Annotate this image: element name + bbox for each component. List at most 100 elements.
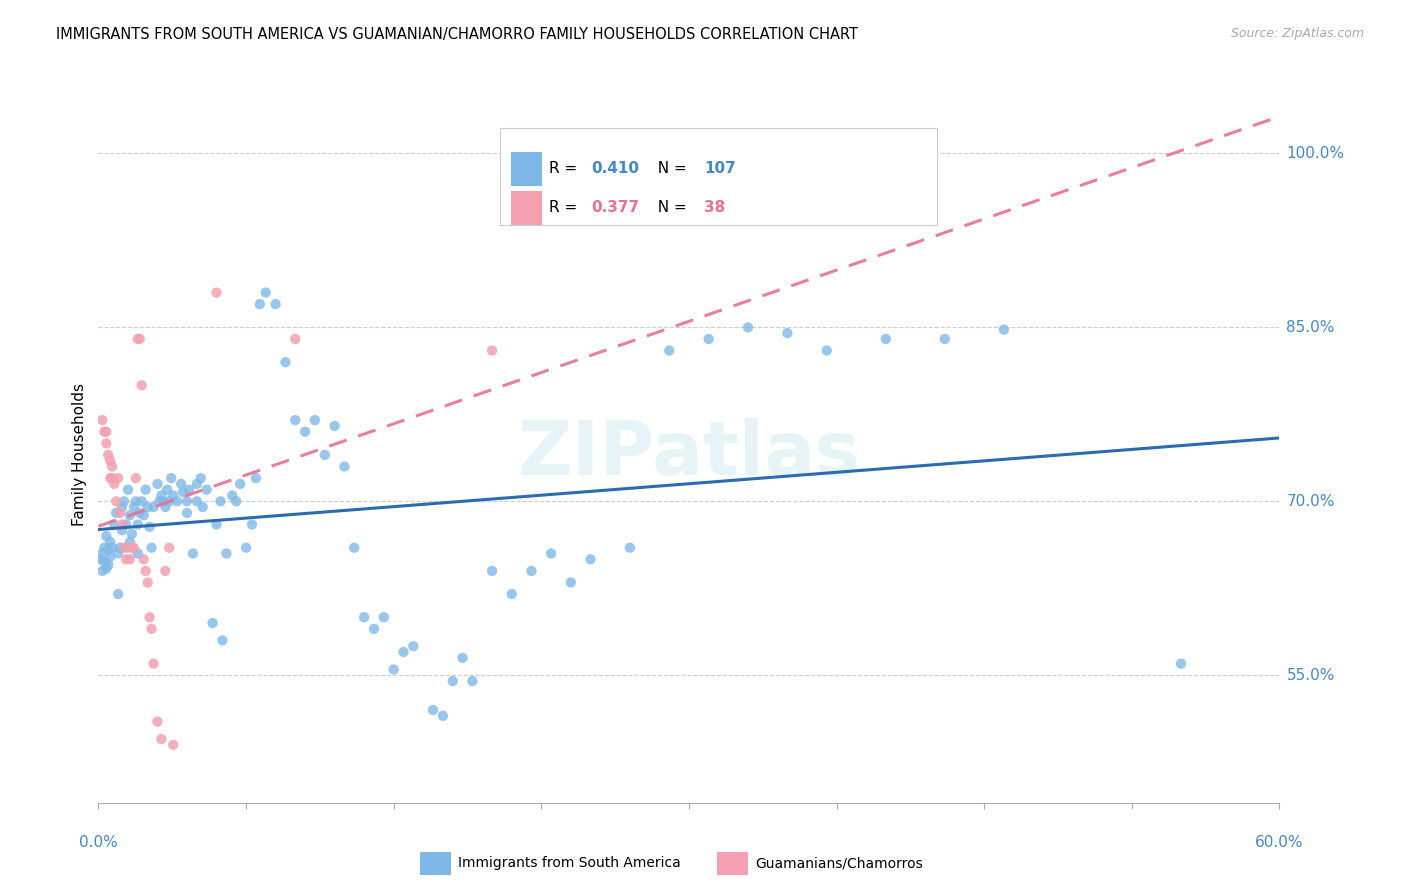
Point <box>115 517 138 532</box>
Point <box>190 471 212 485</box>
Point <box>304 413 326 427</box>
Point <box>146 714 169 729</box>
Point <box>215 546 238 560</box>
Point <box>132 552 155 566</box>
Point <box>125 494 148 508</box>
Point <box>108 541 131 555</box>
Point <box>135 564 157 578</box>
Point <box>125 471 148 485</box>
Point <box>155 500 177 514</box>
Point <box>1170 657 1192 671</box>
Point <box>103 476 125 491</box>
Point <box>115 552 138 566</box>
Point <box>343 541 366 555</box>
Point <box>176 506 198 520</box>
Point <box>141 541 163 555</box>
Point <box>107 471 129 485</box>
Text: N =: N = <box>648 161 692 177</box>
Point <box>127 332 149 346</box>
Point <box>177 483 200 497</box>
Point <box>128 506 150 520</box>
Point <box>373 610 395 624</box>
Point <box>96 436 118 450</box>
Text: 0.0%: 0.0% <box>79 836 118 850</box>
Point <box>122 541 145 555</box>
Point <box>166 494 188 508</box>
Point <box>142 500 165 514</box>
Point <box>91 564 114 578</box>
Text: 0.410: 0.410 <box>592 161 640 177</box>
Point <box>162 489 184 503</box>
Point <box>101 471 124 485</box>
Point <box>91 413 114 427</box>
Text: 55.0%: 55.0% <box>1286 668 1334 682</box>
Point <box>93 425 115 439</box>
Point <box>132 508 155 523</box>
Point <box>118 552 141 566</box>
Point <box>353 610 375 624</box>
Point <box>254 285 277 300</box>
Point <box>127 517 149 532</box>
Point <box>111 517 134 532</box>
Point <box>294 425 316 439</box>
Text: 70.0%: 70.0% <box>1286 494 1334 508</box>
Point <box>540 546 562 560</box>
Point <box>101 541 124 555</box>
Point <box>131 378 153 392</box>
Point <box>160 471 183 485</box>
Point <box>97 543 120 558</box>
Point <box>658 343 681 358</box>
Point <box>934 332 956 346</box>
Point <box>221 489 243 503</box>
Point <box>138 610 160 624</box>
Point <box>117 483 139 497</box>
Text: 107: 107 <box>704 161 735 177</box>
Point <box>142 657 165 671</box>
Text: Source: ZipAtlas.com: Source: ZipAtlas.com <box>1230 27 1364 40</box>
Point <box>155 564 177 578</box>
Point <box>240 517 263 532</box>
Point <box>815 343 838 358</box>
Point <box>186 476 208 491</box>
Point <box>152 494 174 508</box>
Point <box>520 564 543 578</box>
Point <box>205 517 228 532</box>
Point <box>993 323 1015 337</box>
Point <box>101 459 124 474</box>
Point <box>112 541 135 555</box>
Point <box>162 738 184 752</box>
Text: 0.377: 0.377 <box>592 201 640 215</box>
Point <box>481 343 503 358</box>
Point <box>191 500 214 514</box>
Point <box>157 541 180 555</box>
Text: 60.0%: 60.0% <box>1256 836 1303 850</box>
Point <box>737 320 759 334</box>
Point <box>402 640 425 654</box>
Point <box>451 651 474 665</box>
Text: Immigrants from South America: Immigrants from South America <box>458 856 681 871</box>
Point <box>441 674 464 689</box>
Text: IMMIGRANTS FROM SOUTH AMERICA VS GUAMANIAN/CHAMORRO FAMILY HOUSEHOLDS CORRELATIO: IMMIGRANTS FROM SOUTH AMERICA VS GUAMANI… <box>56 27 858 42</box>
Point <box>131 494 153 508</box>
Point <box>560 575 582 590</box>
Point <box>333 459 356 474</box>
Point <box>382 662 405 676</box>
Point <box>105 494 128 508</box>
Point <box>122 500 145 514</box>
Point <box>501 587 523 601</box>
Text: 38: 38 <box>704 201 725 215</box>
Point <box>105 506 128 520</box>
Point <box>136 500 159 514</box>
Point <box>91 546 114 560</box>
Point <box>89 552 111 566</box>
Point <box>98 453 121 467</box>
Point <box>98 549 121 564</box>
Point <box>97 448 120 462</box>
Point <box>170 476 193 491</box>
Point <box>264 297 287 311</box>
Point <box>112 494 135 508</box>
Point <box>108 506 131 520</box>
Point <box>209 494 232 508</box>
Point <box>96 529 118 543</box>
Point <box>118 534 141 549</box>
